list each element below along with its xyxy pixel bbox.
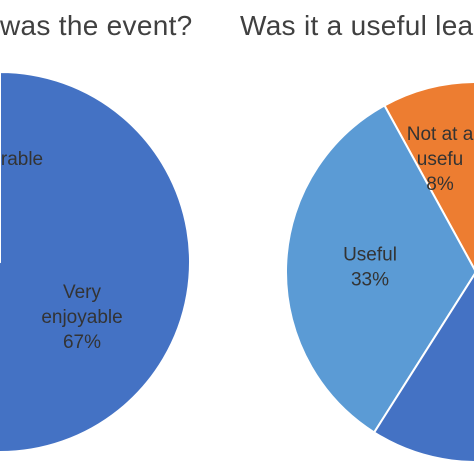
- pie-slice-very-useful: [372, 273, 474, 463]
- pie-slice-very-enjoyable: [0, 70, 191, 453]
- very-enjoyable-label-line: Very: [63, 282, 102, 303]
- left-chart-title: was the event?: [0, 10, 193, 41]
- useful-label-line: Useful: [343, 245, 397, 266]
- very-enjoyable-label-line: 67%: [63, 332, 101, 353]
- right-pie-chart: Not at a usefu 8% Useful 33%: [285, 81, 474, 463]
- left-pie-chart: rable Very enjoyable 67%: [0, 70, 191, 453]
- very-enjoyable-label-line: enjoyable: [41, 307, 122, 328]
- enjoyable-label-line: rable: [1, 149, 43, 170]
- not-at-all-useful-label-line: usefu: [417, 149, 463, 170]
- pie-slice-useful: [285, 104, 474, 434]
- right-chart-title: Was it a useful lea: [240, 10, 474, 41]
- not-at-all-useful-label-line: Not at a: [407, 124, 474, 145]
- pie-slice-not-at-all-useful: [383, 81, 474, 271]
- useful-label-line: 33%: [351, 270, 389, 291]
- not-at-all-useful-label-line: 8%: [426, 174, 454, 195]
